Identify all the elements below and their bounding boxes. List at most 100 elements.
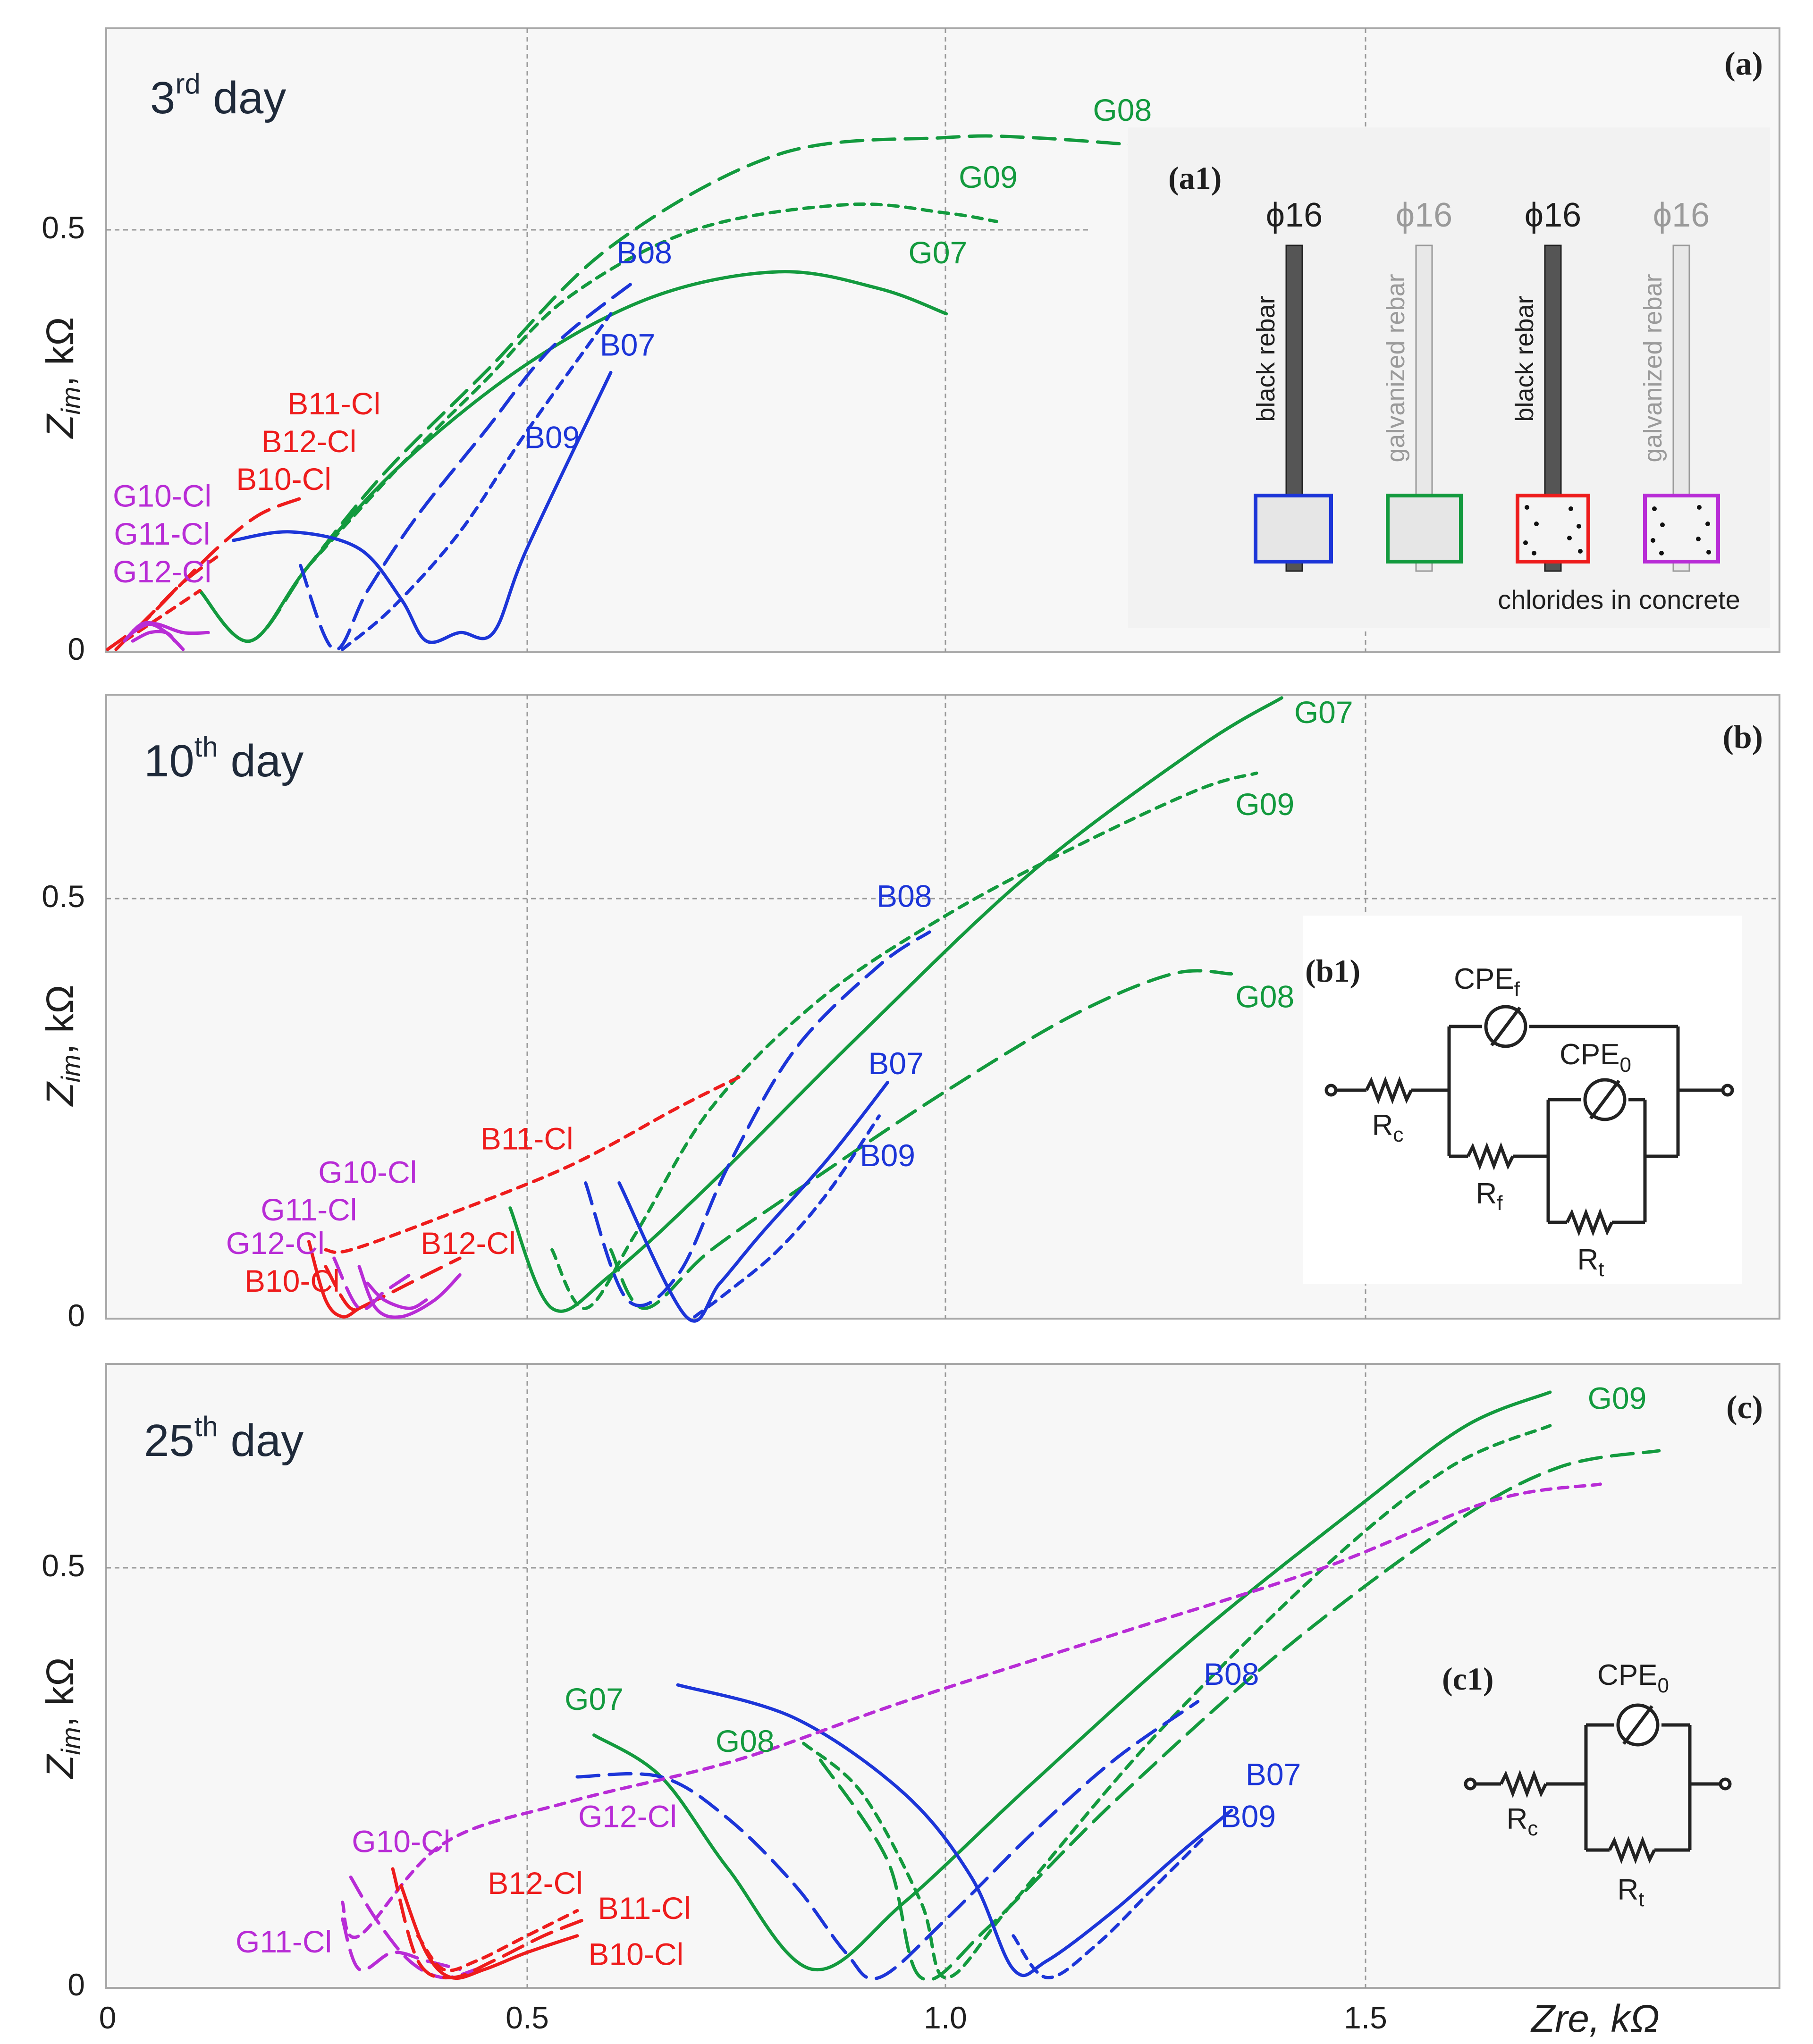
series-label-b11-cl: B11-Cl [598,1891,691,1926]
series-line-g07 [592,1390,1552,1972]
inset-a1: (a1) ϕ16 black rebar ϕ16 galvanized reba… [1128,127,1770,628]
series-label-g07: G07 [909,235,968,270]
series-label-g09: G09 [1588,1380,1647,1415]
panel-c-series [341,1390,1661,1982]
series-line-g08 [609,969,1233,1310]
series-label-b09: B09 [1221,1799,1276,1834]
series-line-g07 [198,270,948,643]
inset-b1-rt: Rt [1577,1244,1604,1281]
inset-b1-bg [1303,916,1742,1284]
panel-c-title-main: 25 [144,1415,194,1466]
series-label-b12-cl: B12-Cl [421,1226,516,1261]
series-label-g10-cl: G10-Cl [352,1824,450,1859]
inset-b1: (b1) [1303,916,1742,1284]
series-line-b07 [232,370,613,644]
panel-c-ylabel-main: Z [39,1754,82,1780]
series-line-g11-cl [357,1265,462,1319]
series-line-b12-cl [416,1909,579,1972]
inset-a1-label: (a1) [1168,160,1222,196]
series-label-b10-cl: B10-Cl [588,1937,683,1972]
cpe-0-c1-icon [1616,1703,1660,1747]
series-line-g07 [508,696,1283,1313]
series-line-g09 [818,1449,1661,1982]
series-line-b08 [584,930,931,1307]
cpe-0-icon [1583,1078,1627,1121]
panel-c-tag: (c) [1726,1389,1763,1426]
panel-c-title: 25th day [144,1411,304,1466]
inset-c1-rc: Rc [1507,1803,1538,1840]
panel-b-series [307,696,1283,1323]
series-line-b11-cl [391,1867,588,1979]
series-label-b09: B09 [860,1138,915,1173]
panel-b-ylabel: Zim, kΩ [39,984,85,1107]
inset-b1-rt-sub: t [1598,1258,1604,1281]
series-line-b09 [1012,1834,1208,1979]
inset-b1-rf: Rf [1476,1178,1503,1215]
resistor-rf [1466,1142,1515,1170]
inset-c1: (c1) CPE0 Rc Rt [1442,1659,1732,1911]
panel-a-tag: (a) [1724,46,1763,82]
panel-c-xtick-1.0: 1.0 [924,2000,967,2035]
panel-a-ylabel-unit: , kΩ [39,317,82,387]
rebar-2-label: galvanized rebar [1382,274,1410,462]
inset-b1-rf-main: R [1476,1178,1497,1210]
inset-b1-cpe-f-sub: f [1514,978,1520,1001]
series-label-g08: G08 [1235,979,1294,1014]
inset-b1-rc: Rc [1372,1109,1404,1146]
inset-b1-rc-main: R [1372,1109,1393,1142]
panel-a: 0.5 0 Zim, kΩ 3rd day (a) G08 G09 G07 B08 B0… [39,27,1780,666]
panel-c-xtick-0: 0 [99,2000,117,2035]
series-label-g10-cl: G10-Cl [318,1155,417,1190]
panel-a-title: 3rd day [150,68,286,123]
panel-a-title-main: 3 [150,73,175,123]
cpe-f-icon [1484,1005,1527,1048]
series-label-b11-cl: B11-Cl [481,1121,573,1156]
inset-c1-cpe-0-main: CPE [1597,1659,1657,1691]
rebar-3-label: black rebar [1510,295,1539,421]
panel-c-ytick-0: 0 [67,1967,85,2002]
panel-c: 0.5 0 0 0.5 1.0 1.5 Zre, kΩ Zim, kΩ 25th… [39,1363,1780,2040]
series-line-b11-cl [324,1072,747,1254]
series-label-g08: G08 [716,1724,775,1758]
rebar-4: ϕ16 galvanized rebar [1639,196,1720,572]
panel-b-ytick-0.5: 0.5 [42,879,85,914]
inset-b1-rf-sub: f [1497,1192,1503,1215]
inset-b1-label: (b1) [1305,953,1360,989]
series-line-g10-cl [123,621,210,643]
series-label-g11-cl: G11-Cl [261,1192,357,1227]
series-line-b07 [617,1081,889,1323]
inset-c1-rc-main: R [1507,1803,1528,1835]
series-line-b08 [575,1700,1200,1981]
inset-c1-rt: Rt [1617,1874,1644,1911]
resistor-rt [1565,1208,1614,1236]
series-label-g12-cl: G12-Cl [113,554,211,589]
series-line-b08 [299,278,638,651]
series-label-g12-cl: G12-Cl [226,1226,325,1261]
series-label-b10-cl: B10-Cl [236,462,331,496]
series-line-g11-cl [341,1917,462,1972]
series-label-b08: B08 [616,235,672,270]
panel-b-title: 10th day [144,731,304,786]
series-label-b11-cl: B11-Cl [287,386,380,421]
panel-c-ylabel: Zim, kΩ [39,1657,85,1779]
panel-a-title-sup: rd [175,68,200,100]
rebar-2-concrete [1386,494,1463,564]
inset-a1-caption: chlorides in concrete [1498,585,1740,614]
inset-c1-rc-sub: c [1527,1817,1538,1840]
panel-a-series [106,134,1149,651]
panel-a-ylabel: Zim, kΩ [39,317,85,439]
series-line-g09 [550,771,1258,1310]
series-label-b12-cl: B12-Cl [261,424,357,459]
resistor-rt-c1 [1608,1836,1656,1864]
series-line-b09 [693,1114,881,1319]
series-label-g11-cl: G11-Cl [114,516,210,551]
panel-b-ylabel-sub: im [56,1054,85,1082]
rebar-4-diameter: ϕ16 [1653,196,1710,234]
inset-c1-rt-main: R [1617,1874,1638,1906]
inset-b1-rt-main: R [1577,1244,1598,1276]
inset-b1-cpe-f: CPEf [1454,963,1520,1001]
series-label-g11-cl: G11-Cl [236,1924,332,1959]
panel-b: 0.5 0 Zim, kΩ 10th day (b) G07 G09 B08 G08 B… [39,694,1780,1333]
